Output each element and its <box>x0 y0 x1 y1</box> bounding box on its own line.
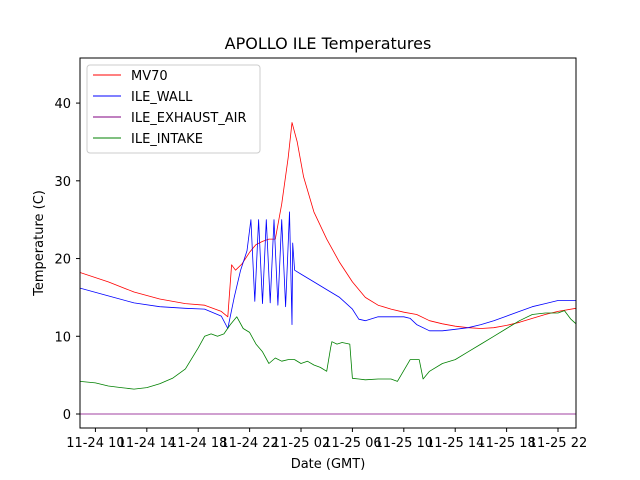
y-tick-label: 20 <box>54 253 71 268</box>
x-tick-label: 11-25 02 <box>272 436 330 451</box>
legend-box <box>86 64 261 154</box>
x-tick-label: 11-25 22 <box>529 436 587 451</box>
series-layer <box>80 122 576 415</box>
legend-label: MV70 <box>131 69 168 84</box>
y-tick-label: 0 <box>63 408 71 423</box>
legend-label: ILE_INTAKE <box>131 132 203 147</box>
x-tick-label: 11-25 06 <box>323 436 381 451</box>
x-tick-label: 11-25 10 <box>375 436 433 451</box>
x-tick-label: 11-24 14 <box>118 436 176 451</box>
plot-frame <box>79 57 577 429</box>
x-tick-label: 11-25 18 <box>477 436 535 451</box>
x-axis-label: Date (GMT) <box>291 457 366 472</box>
x-tick-label: 11-24 22 <box>220 436 278 451</box>
y-axis-label: Temperature (C) <box>32 190 47 297</box>
series-line-ile-intake <box>80 310 576 390</box>
legend-label: ILE_WALL <box>131 90 193 105</box>
series-line-ile-wall <box>80 211 576 332</box>
series-line-mv70 <box>80 122 576 329</box>
y-tick-label: 10 <box>54 330 71 345</box>
x-tick-label: 11-24 18 <box>169 436 227 451</box>
y-tick-label: 40 <box>54 97 71 112</box>
y-tick-label: 30 <box>54 175 71 190</box>
legend: MV70 ILE_WALL ILE_EXHAUST_AIR ILE_INTAKE <box>86 64 261 154</box>
legend-label: ILE_EXHAUST_AIR <box>131 111 247 126</box>
chart-title: APOLLO ILE Temperatures <box>225 34 432 53</box>
x-tick-label: 11-25 14 <box>426 436 484 451</box>
x-tick-label: 11-24 10 <box>66 436 124 451</box>
y-axis: 0 10 20 30 40 <box>54 97 80 423</box>
